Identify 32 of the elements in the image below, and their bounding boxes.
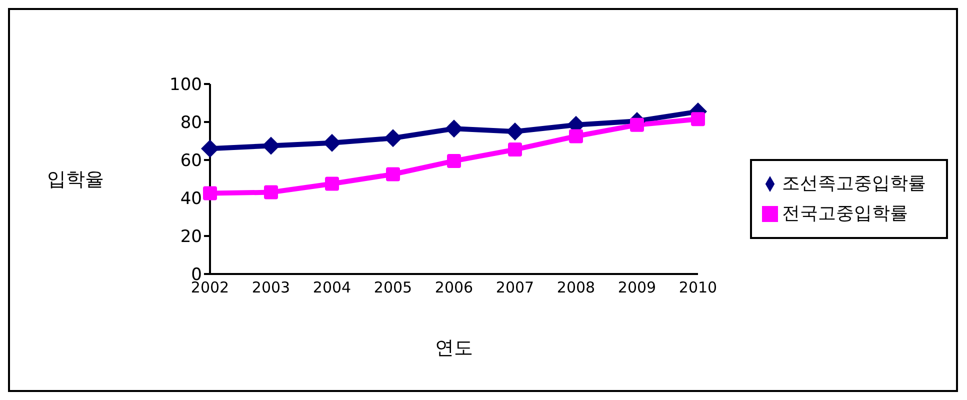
x-tick-label: 2003 [252,278,290,297]
point [447,154,461,168]
x-tick-label: 2005 [374,278,412,297]
point [386,167,400,182]
x-axis-title: 연도 [435,337,473,359]
point [264,185,278,200]
point [323,134,341,152]
x-tick-label: 2004 [312,278,352,297]
x-tick-label: 2010 [678,278,718,297]
y-tick-label: 60 [180,151,202,172]
point [262,136,280,155]
point [384,129,402,148]
point [508,142,522,157]
y-tick-label: 100 [170,75,202,96]
y-axis-title: 입학율 [47,168,104,191]
y-tick-label: 80 [180,113,202,134]
point [445,120,463,138]
y-tick-label: 40 [180,189,202,210]
point [691,112,705,126]
legend-label: 조선족고중입학률 [782,173,926,194]
x-tick-label: 2006 [434,278,474,297]
x-tick-label: 2007 [496,278,534,297]
point [506,122,524,140]
point [201,140,219,158]
point [569,129,583,144]
point [203,186,217,200]
point [630,118,644,132]
x-tick-label: 2008 [556,278,596,297]
y-tick-label: 20 [180,227,202,248]
point [325,176,339,191]
x-tick-label: 2009 [618,278,656,297]
legend-label: 전국고중입학률 [782,203,908,224]
